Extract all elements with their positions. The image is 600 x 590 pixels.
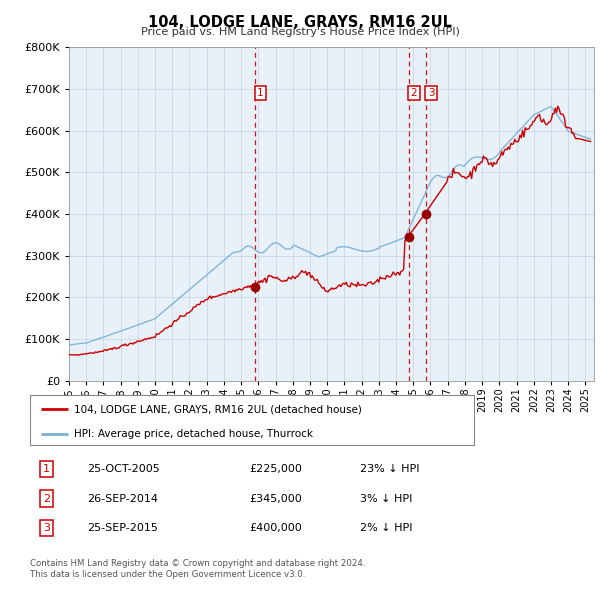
Text: 25-OCT-2005: 25-OCT-2005 (87, 464, 160, 474)
Text: This data is licensed under the Open Government Licence v3.0.: This data is licensed under the Open Gov… (30, 570, 305, 579)
Text: 1: 1 (43, 464, 50, 474)
Text: 2: 2 (410, 88, 417, 98)
Text: HPI: Average price, detached house, Thurrock: HPI: Average price, detached house, Thur… (74, 430, 313, 440)
Text: 26-SEP-2014: 26-SEP-2014 (87, 494, 158, 503)
Text: 104, LODGE LANE, GRAYS, RM16 2UL: 104, LODGE LANE, GRAYS, RM16 2UL (148, 15, 452, 30)
Text: 23% ↓ HPI: 23% ↓ HPI (360, 464, 419, 474)
Text: 25-SEP-2015: 25-SEP-2015 (87, 523, 158, 533)
Text: 3% ↓ HPI: 3% ↓ HPI (360, 494, 412, 503)
Text: £400,000: £400,000 (249, 523, 302, 533)
Text: 3: 3 (428, 88, 434, 98)
Text: 2% ↓ HPI: 2% ↓ HPI (360, 523, 413, 533)
Text: £225,000: £225,000 (249, 464, 302, 474)
Text: 2: 2 (43, 494, 50, 503)
Text: £345,000: £345,000 (249, 494, 302, 503)
Text: 104, LODGE LANE, GRAYS, RM16 2UL (detached house): 104, LODGE LANE, GRAYS, RM16 2UL (detach… (74, 404, 362, 414)
Text: 1: 1 (257, 88, 263, 98)
Text: Price paid vs. HM Land Registry's House Price Index (HPI): Price paid vs. HM Land Registry's House … (140, 27, 460, 37)
Text: Contains HM Land Registry data © Crown copyright and database right 2024.: Contains HM Land Registry data © Crown c… (30, 559, 365, 568)
Text: 3: 3 (43, 523, 50, 533)
